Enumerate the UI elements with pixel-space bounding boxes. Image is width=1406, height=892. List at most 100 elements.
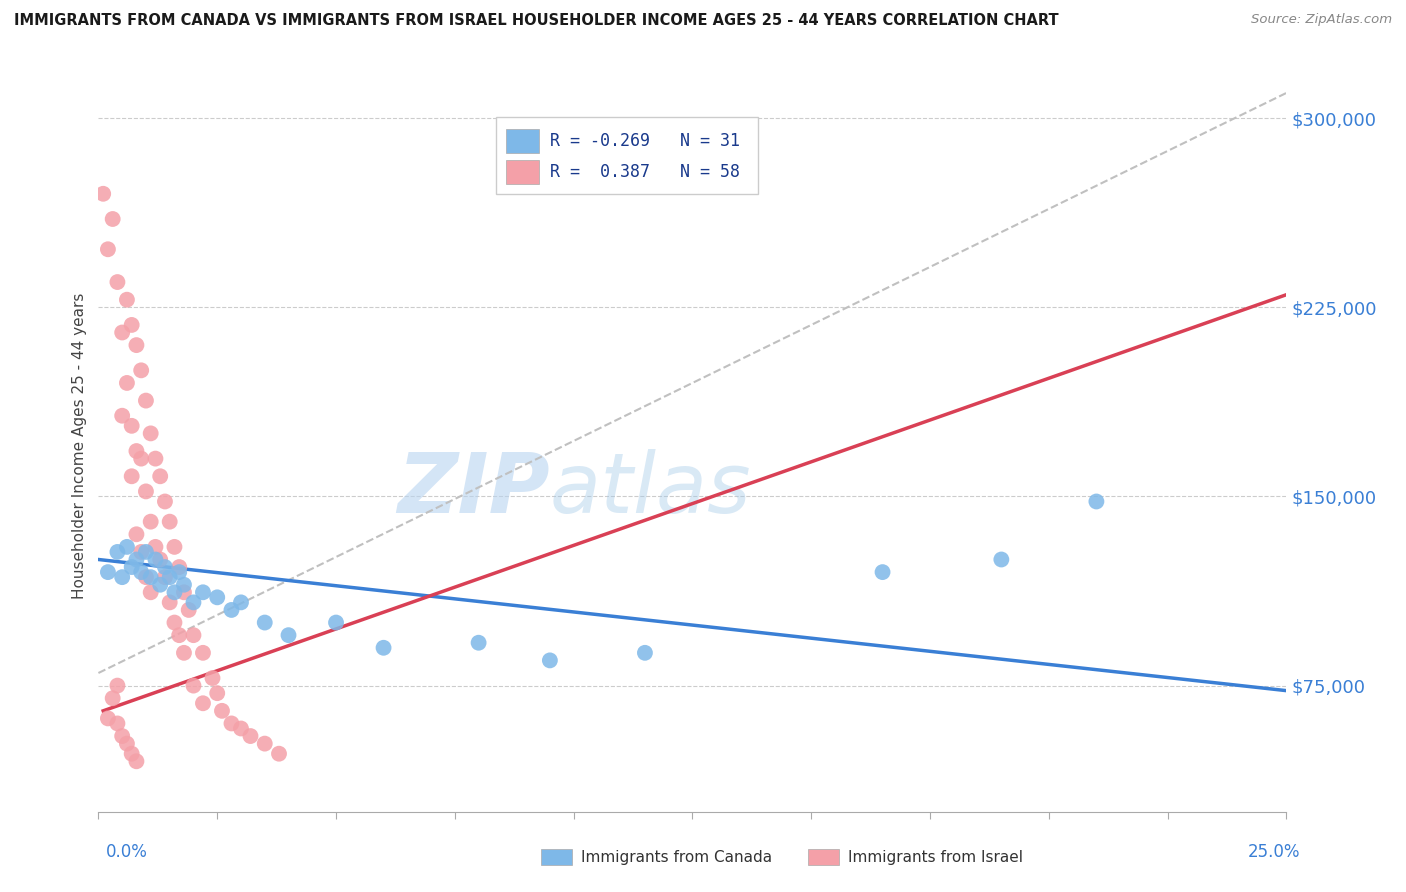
Point xyxy=(107,275,129,289)
Point xyxy=(121,418,143,433)
Point xyxy=(211,704,233,718)
Point xyxy=(149,552,172,566)
Point xyxy=(107,716,129,731)
Point xyxy=(173,585,195,599)
Text: 25.0%: 25.0% xyxy=(1249,843,1301,861)
Point xyxy=(167,560,190,574)
Point xyxy=(221,716,243,731)
FancyBboxPatch shape xyxy=(506,128,538,153)
Point xyxy=(239,729,262,743)
Point xyxy=(191,585,214,599)
Point xyxy=(159,515,181,529)
Point xyxy=(153,560,176,574)
Point xyxy=(990,552,1012,566)
Point xyxy=(91,186,114,201)
Point xyxy=(107,545,129,559)
Point xyxy=(115,737,138,751)
Point xyxy=(163,585,186,599)
Point xyxy=(125,527,148,541)
Point xyxy=(111,570,134,584)
Point xyxy=(207,686,229,700)
Point xyxy=(229,722,252,736)
Point xyxy=(872,565,894,579)
Text: atlas: atlas xyxy=(550,450,752,531)
Point xyxy=(121,747,143,761)
Point xyxy=(139,585,162,599)
Point xyxy=(163,540,186,554)
Point xyxy=(115,376,138,390)
Point xyxy=(1085,494,1108,508)
Text: ZIP: ZIP xyxy=(398,450,550,531)
Point xyxy=(115,293,138,307)
Point xyxy=(115,540,138,554)
Point xyxy=(97,242,120,256)
Y-axis label: Householder Income Ages 25 - 44 years: Householder Income Ages 25 - 44 years xyxy=(72,293,87,599)
Point xyxy=(229,595,252,609)
Point xyxy=(177,603,200,617)
Point xyxy=(201,671,224,685)
Point xyxy=(153,570,176,584)
Point xyxy=(101,691,124,706)
Point xyxy=(139,570,162,584)
Point xyxy=(267,747,290,761)
Point xyxy=(121,318,143,332)
Point xyxy=(129,545,152,559)
Point xyxy=(167,565,190,579)
Text: R = -0.269   N = 31: R = -0.269 N = 31 xyxy=(550,132,740,150)
Point xyxy=(139,515,162,529)
Text: IMMIGRANTS FROM CANADA VS IMMIGRANTS FROM ISRAEL HOUSEHOLDER INCOME AGES 25 - 44: IMMIGRANTS FROM CANADA VS IMMIGRANTS FRO… xyxy=(14,13,1059,29)
Point xyxy=(139,426,162,441)
Point xyxy=(107,679,129,693)
Point xyxy=(101,212,124,227)
Point xyxy=(634,646,657,660)
Point xyxy=(173,646,195,660)
Point xyxy=(167,628,190,642)
Point xyxy=(135,545,157,559)
FancyBboxPatch shape xyxy=(506,160,538,184)
Point xyxy=(145,540,167,554)
Point xyxy=(135,484,157,499)
Text: 0.0%: 0.0% xyxy=(105,843,148,861)
Point xyxy=(125,754,148,768)
Point xyxy=(129,451,152,466)
Point xyxy=(125,552,148,566)
Point xyxy=(125,338,148,352)
Point xyxy=(121,560,143,574)
Point xyxy=(149,469,172,483)
Point xyxy=(129,565,152,579)
Point xyxy=(97,565,120,579)
Point xyxy=(97,711,120,725)
Text: Immigrants from Canada: Immigrants from Canada xyxy=(581,850,772,864)
Point xyxy=(111,409,134,423)
Point xyxy=(163,615,186,630)
Point xyxy=(191,646,214,660)
Point xyxy=(121,469,143,483)
Point xyxy=(253,737,276,751)
Point xyxy=(111,729,134,743)
Point xyxy=(373,640,395,655)
Point xyxy=(467,636,489,650)
Point xyxy=(538,653,561,667)
Point xyxy=(325,615,347,630)
FancyBboxPatch shape xyxy=(496,117,758,194)
Point xyxy=(191,696,214,710)
Point xyxy=(183,628,205,642)
Point xyxy=(277,628,299,642)
Point xyxy=(135,393,157,408)
Point xyxy=(145,451,167,466)
Text: R =  0.387   N = 58: R = 0.387 N = 58 xyxy=(550,162,740,181)
Point xyxy=(125,444,148,458)
Point xyxy=(159,595,181,609)
Point xyxy=(145,552,167,566)
Point xyxy=(183,679,205,693)
Point xyxy=(173,578,195,592)
Point xyxy=(153,494,176,508)
Point xyxy=(253,615,276,630)
Point xyxy=(149,578,172,592)
Point xyxy=(135,570,157,584)
Text: Source: ZipAtlas.com: Source: ZipAtlas.com xyxy=(1251,13,1392,27)
Text: Immigrants from Israel: Immigrants from Israel xyxy=(848,850,1022,864)
Point xyxy=(129,363,152,377)
Point xyxy=(221,603,243,617)
Point xyxy=(183,595,205,609)
